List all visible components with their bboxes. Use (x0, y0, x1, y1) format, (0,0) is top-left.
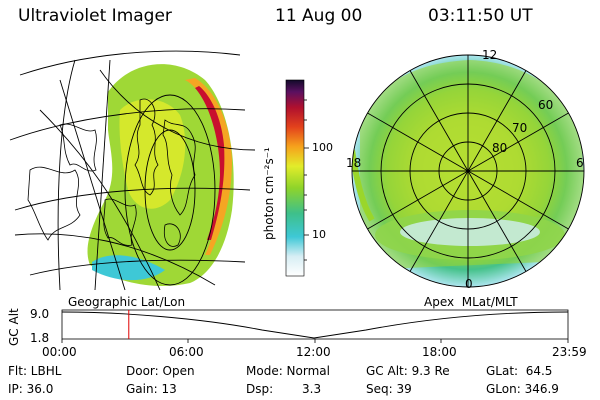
timeline-tick-1200: 12:00 (296, 345, 331, 359)
timeline-tick-0600: 06:00 (169, 345, 204, 359)
glat-info: GLat: 64.5 (486, 364, 553, 378)
colorbar-tick-100: 100 (312, 141, 333, 154)
mlt-label-0: 0 (465, 277, 473, 291)
timeline-tick-2359: 23:59 (552, 345, 587, 359)
mlt-label-6: 6 (576, 156, 584, 170)
mlt-label-12: 12 (482, 48, 498, 62)
flt-info: Flt: LBHL (8, 364, 62, 378)
instrument-title: Ultraviolet Imager (18, 6, 172, 26)
apex-caption: Apex MLat/MLT (424, 295, 518, 309)
timeline-tick-0000: 00:00 (42, 345, 77, 359)
timeline-ymin: 1.8 (30, 331, 50, 345)
altitude-timeline (61, 309, 569, 343)
timeline-axis-label: GC Alt (7, 308, 21, 346)
date-label: 11 Aug 00 (275, 6, 363, 26)
polar-map (351, 54, 585, 288)
timeline-ymax: 9.0 (30, 307, 50, 321)
geographic-caption: Geographic Lat/Lon (68, 295, 186, 309)
mlt-label-18: 18 (346, 156, 362, 170)
seq-info: Seq: 39 (366, 382, 412, 396)
mlat-label-70: 70 (512, 121, 528, 135)
gc-alt-info: GC Alt: 9.3 Re (366, 364, 450, 378)
geographic-map (9, 50, 256, 291)
timeline-tick-1800: 18:00 (422, 345, 457, 359)
gain-info: Gain: 13 (126, 382, 177, 396)
ip-info: IP: 36.0 (8, 382, 54, 396)
dsp-label: Dsp: (246, 382, 274, 396)
colorbar (285, 79, 305, 277)
colorbar-tick-10: 10 (312, 228, 326, 241)
door-info: Door: Open (126, 364, 195, 378)
time-label: 03:11:50 UT (428, 6, 533, 26)
altitude-curve (61, 311, 569, 339)
mode-info: Mode: Normal (246, 364, 330, 378)
mlat-label-60: 60 (538, 98, 554, 112)
colorbar-unit-label: photon cm⁻²s⁻¹ (262, 147, 276, 240)
dsp-value: 3.3 (302, 382, 322, 396)
glon-info: GLon: 346.9 (486, 382, 559, 396)
mlat-label-80: 80 (492, 141, 508, 155)
